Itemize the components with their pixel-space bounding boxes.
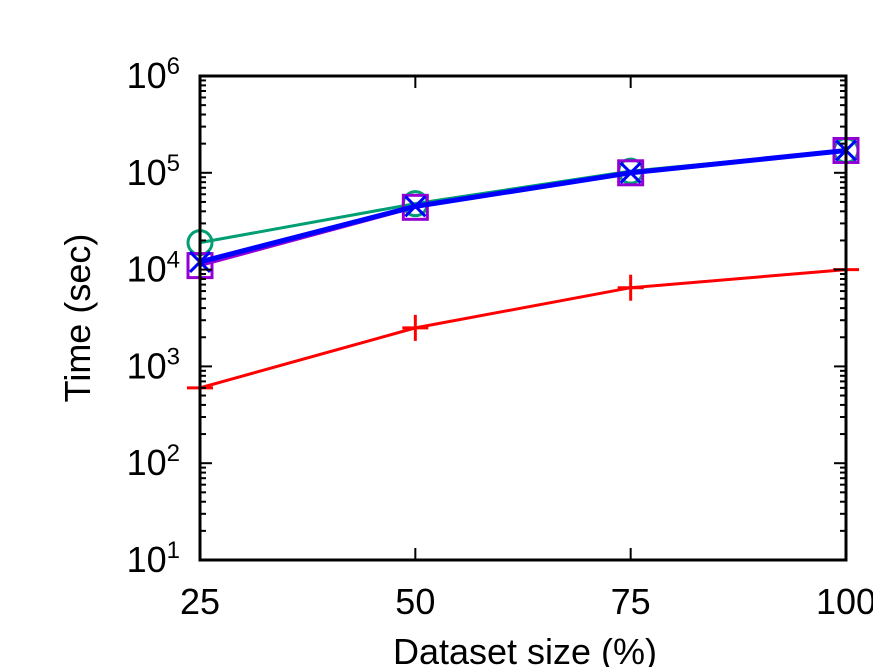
y-tick-label: 104 — [127, 247, 180, 290]
y-tick-exponent: 2 — [167, 440, 180, 467]
y-tick-label: 102 — [127, 440, 180, 483]
x-tick-label: 50 — [395, 581, 435, 622]
y-tick-exponent: 1 — [167, 537, 180, 564]
series-line — [199, 268, 847, 390]
y-tick-exponent: 5 — [167, 150, 180, 177]
data-point — [404, 195, 427, 218]
x-tick-label: 75 — [611, 581, 651, 622]
y-tick-exponent: 4 — [167, 247, 180, 274]
x-axis-label: Dataset size (%) — [393, 631, 657, 667]
y-tick-label: 103 — [127, 343, 180, 386]
series-line — [199, 148, 847, 245]
data-point — [402, 314, 429, 341]
series-layer — [186, 136, 860, 401]
data-point — [617, 274, 644, 301]
y-tick-label: 101 — [127, 537, 180, 580]
series-line — [199, 148, 847, 265]
y-axis-label: Time (sec) — [57, 234, 98, 403]
plot-frame — [198, 74, 848, 562]
x-tick-label: 25 — [180, 581, 220, 622]
y-tick-exponent: 3 — [167, 343, 180, 370]
y-tick-exponent: 6 — [167, 53, 180, 80]
x-tick-label: 100 — [816, 581, 873, 622]
x-axis: 25 50 75 100 — [180, 76, 873, 622]
series-line — [199, 149, 847, 268]
y-tick-label: 106 — [127, 53, 180, 96]
data-point — [619, 161, 642, 184]
y-tick-label: 105 — [127, 150, 180, 193]
y-axis: 101 102 103 104 105 106 — [127, 53, 846, 580]
